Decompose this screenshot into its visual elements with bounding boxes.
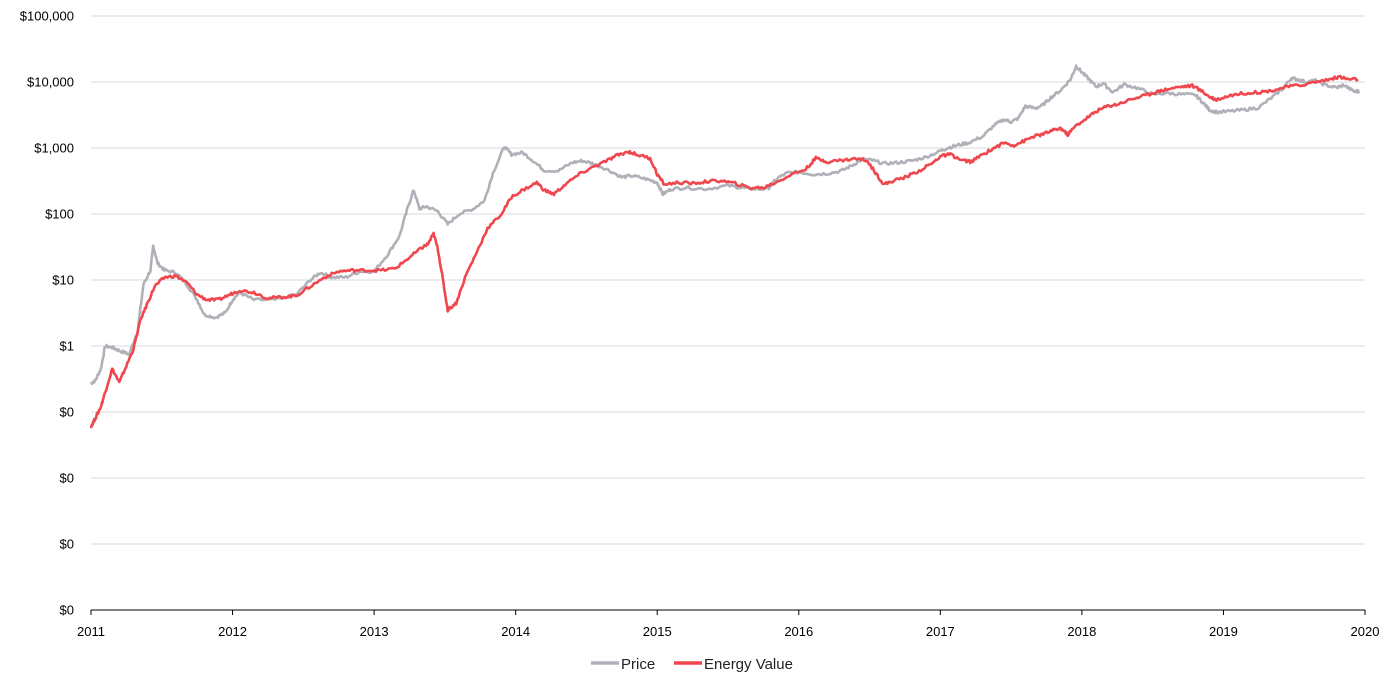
legend: Price Energy Value [591, 656, 793, 673]
x-tick-label: 2019 [1209, 624, 1238, 639]
x-tick-label: 2013 [360, 624, 389, 639]
y-tick-label: $100,000 [20, 9, 74, 24]
y-tick-label: $1,000 [34, 141, 74, 156]
legend-label-energy-value: Energy Value [704, 656, 793, 673]
y-tick-label: $100 [45, 207, 74, 222]
y-tick-label: $1 [60, 339, 74, 354]
y-axis-tick-labels: $0 $0 $0 $0 $1 $10 $100 $1,000 $10,000 $100,000 [20, 9, 74, 618]
series-line-energy-value [89, 74, 1359, 429]
x-tick-label: 2017 [926, 624, 955, 639]
grid-lines [91, 15, 1365, 611]
y-tick-label: $10,000 [27, 75, 74, 90]
y-tick-label: $0 [60, 603, 74, 618]
x-tick-label: 2016 [784, 624, 813, 639]
x-tick-label: 2018 [1067, 624, 1096, 639]
y-tick-label: $0 [60, 537, 74, 552]
y-tick-label: $0 [60, 405, 74, 420]
y-tick-label: $10 [52, 273, 74, 288]
y-tick-label: $0 [60, 471, 74, 486]
x-tick-label: 2014 [501, 624, 530, 639]
x-tick-label: 2015 [643, 624, 672, 639]
x-axis-ticks: 2011 2012 2013 2014 2015 2016 2017 2018 2019 2020 [77, 610, 1379, 639]
x-tick-label: 2012 [218, 624, 247, 639]
x-tick-label: 2020 [1351, 624, 1380, 639]
series-line-price [90, 64, 1361, 386]
legend-label-price: Price [621, 656, 655, 673]
series-lines [89, 64, 1361, 429]
x-tick-label: 2011 [77, 624, 105, 639]
